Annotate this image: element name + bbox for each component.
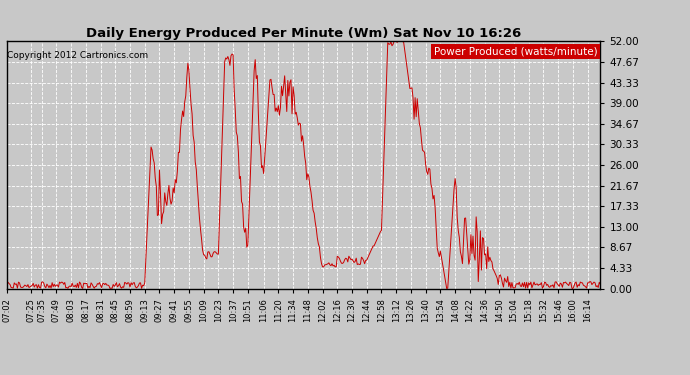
Text: Power Produced (watts/minute): Power Produced (watts/minute)	[434, 46, 598, 56]
Title: Daily Energy Produced Per Minute (Wm) Sat Nov 10 16:26: Daily Energy Produced Per Minute (Wm) Sa…	[86, 27, 521, 40]
Text: Copyright 2012 Cartronics.com: Copyright 2012 Cartronics.com	[8, 51, 148, 60]
